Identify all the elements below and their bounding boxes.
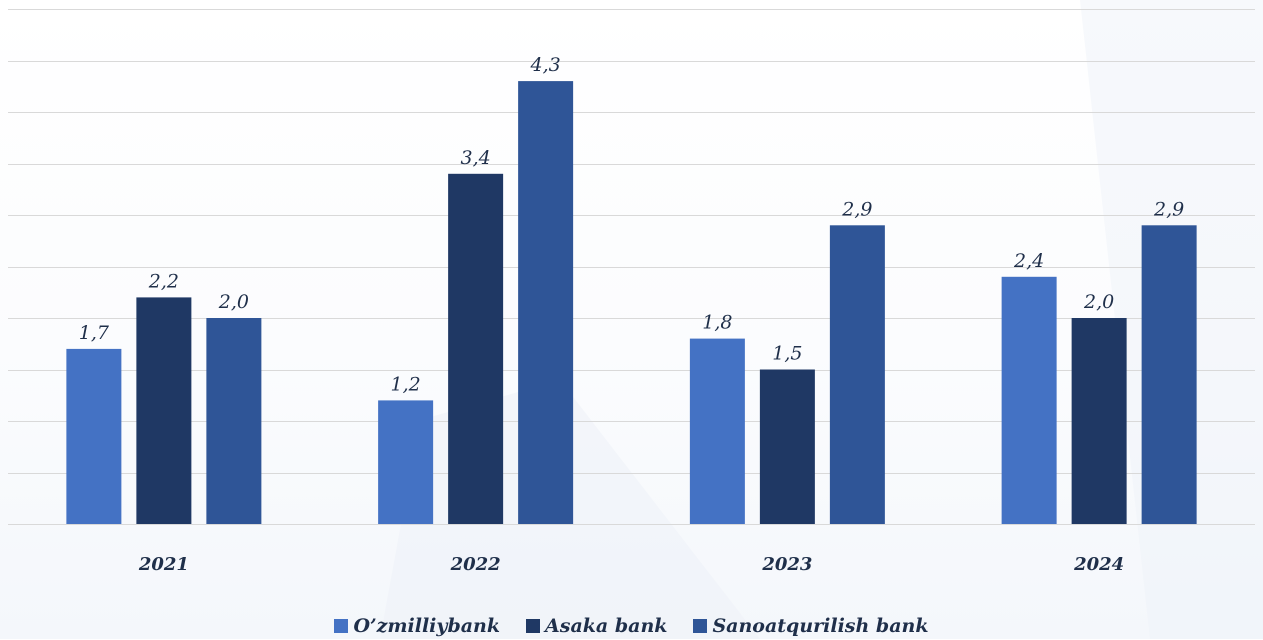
legend-swatch-asaka-bank [526,619,541,633]
category-label-2023: 2023 [761,554,812,575]
legend-item-sanoatqurilish-bank: Sanoatqurilish bank [693,615,929,637]
legend-label-sanoatqurilish-bank: Sanoatqurilish bank [712,615,929,637]
bar-chart: 1,7 2,2 2,0 1,2 3,4 4,3 1,8 1,5 2,9 2,4 2,0 2,9 202… [8,9,1255,575]
data-label-2024-series-2: 2,9 [1153,198,1184,220]
data-label-2021-series-1: 2,2 [148,270,179,292]
bar-2024-series-2 [1141,225,1197,525]
bar-2021-series-1 [136,297,192,524]
bar-2024-series-1 [1071,318,1127,524]
category-label-2024: 2024 [1073,554,1124,575]
bar-2023-series-1 [759,369,815,524]
data-labels: 1,7 2,2 2,0 1,2 3,4 4,3 1,8 1,5 2,9 2,4 2,0 2,9 [79,54,1184,395]
data-label-2022-series-1: 3,4 [461,147,491,169]
bar-2022-series-2 [518,81,574,524]
data-label-2022-series-2: 4,3 [530,54,561,76]
bar-2021-series-0 [66,348,122,524]
data-label-2023-series-0: 1,8 [702,312,732,334]
bar-2023-series-2 [829,225,885,525]
data-label-2023-series-1: 1,5 [772,343,802,365]
category-labels: 2021 2022 2023 2024 [138,554,1124,575]
bars [66,81,1197,525]
category-label-2021: 2021 [138,554,189,575]
data-label-2021-series-0: 1,7 [79,322,110,344]
bar-2023-series-0 [689,338,745,524]
bar-2024-series-0 [1001,276,1057,524]
legend-item-ozmilliybank: O’zmilliybank [334,615,500,637]
legend-item-asaka-bank: Asaka bank [526,615,667,637]
data-label-2023-series-2: 2,9 [841,198,872,220]
data-label-2024-series-0: 2,4 [1013,250,1044,272]
legend-swatch-sanoatqurilish-bank [693,619,708,633]
legend-swatch-ozmilliybank [334,619,349,633]
category-label-2022: 2022 [450,554,501,575]
bar-2022-series-1 [448,173,504,525]
data-label-2024-series-1: 2,0 [1083,291,1114,313]
legend: O’zmilliybank Asaka bank Sanoatqurilish … [0,612,1263,640]
bar-2022-series-0 [378,400,434,524]
legend-label-ozmilliybank: O’zmilliybank [353,615,501,637]
gridlines [8,9,1255,525]
data-label-2021-series-2: 2,0 [218,291,249,313]
data-label-2022-series-0: 1,2 [391,373,421,395]
legend-label-asaka-bank: Asaka bank [545,615,668,637]
bar-2021-series-2 [206,318,262,524]
